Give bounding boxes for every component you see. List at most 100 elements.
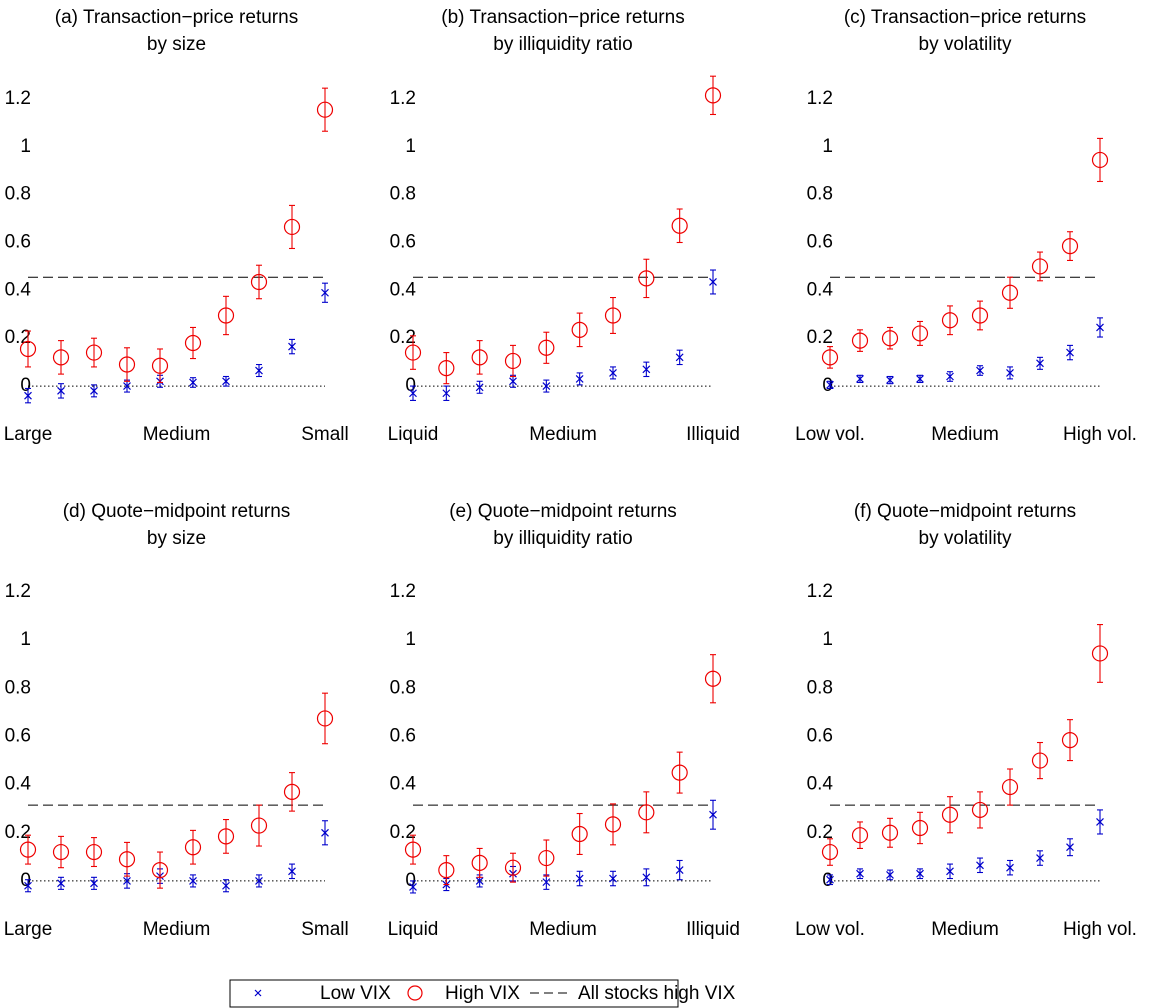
error-bar [322, 87, 328, 132]
chart-title: (c) Transaction−price returns [844, 7, 1086, 28]
marker-x [1096, 818, 1104, 826]
marker-x [976, 861, 984, 870]
y-tick-label: 0.4 [390, 279, 417, 300]
y-tick-label: 0.6 [390, 232, 416, 253]
y-tick-label: 0.6 [390, 726, 416, 747]
marker-circle [851, 332, 869, 349]
legend-marker-x [254, 989, 262, 997]
y-tick-label: 0.2 [807, 822, 833, 843]
error-bar [256, 264, 262, 300]
error-bar [322, 692, 328, 745]
marker-circle [504, 352, 522, 370]
marker-x [409, 389, 417, 398]
marker-circle [538, 339, 555, 356]
marker-circle [821, 843, 839, 861]
y-tick-label: 1.2 [390, 88, 416, 109]
marker-circle [851, 827, 869, 844]
marker-circle [1061, 732, 1079, 749]
marker-x [321, 828, 329, 837]
error-bar [947, 796, 953, 834]
y-tick-label: 1 [822, 136, 833, 157]
error-bar [1007, 768, 1013, 806]
marker-circle [283, 218, 301, 236]
x-tick-label: Low vol. [795, 919, 865, 940]
y-tick-label: 0 [822, 870, 833, 891]
x-tick-label: Large [4, 424, 53, 445]
marker-circle [1031, 258, 1049, 275]
x-tick-label: Medium [143, 919, 211, 940]
marker-circle [671, 764, 688, 781]
marker-x [916, 869, 924, 878]
error-bar [710, 654, 716, 704]
marker-circle [151, 357, 169, 374]
marker-x [189, 378, 197, 387]
marker-x [24, 881, 32, 890]
marker-circle [638, 270, 655, 287]
y-tick-label: 0 [20, 375, 31, 396]
y-tick-label: 1 [405, 629, 416, 650]
error-bar [410, 335, 416, 370]
y-tick-label: 0.4 [5, 774, 32, 795]
marker-x [675, 353, 684, 362]
chart-title: (a) Transaction−price returns [55, 7, 298, 28]
y-tick-label: 0.4 [5, 279, 32, 300]
x-tick-label: High vol. [1063, 424, 1137, 445]
marker-circle [316, 710, 334, 727]
chart-title: (f) Quote−midpoint returns [854, 501, 1076, 522]
y-tick-label: 1 [405, 136, 416, 157]
y-tick-label: 1 [822, 629, 833, 650]
marker-circle [571, 825, 588, 843]
x-tick-label: High vol. [1063, 919, 1137, 940]
error-bar [289, 204, 295, 250]
x-tick-label: Medium [143, 424, 211, 445]
marker-x [222, 377, 230, 386]
error-bar [124, 841, 130, 877]
y-tick-label: 0.6 [5, 232, 31, 253]
marker-x [946, 867, 954, 876]
marker-x [1066, 843, 1074, 852]
marker-x [542, 382, 551, 390]
marker-x [886, 376, 894, 385]
x-tick-label: Small [301, 919, 349, 940]
error-bar [1097, 624, 1103, 683]
marker-x [575, 374, 584, 383]
error-bar [917, 320, 923, 346]
marker-circle [404, 841, 422, 858]
error-bar [58, 340, 64, 375]
error-bar [543, 839, 550, 877]
y-tick-label: 0.6 [807, 726, 833, 747]
error-bar [917, 811, 923, 845]
x-tick-label: Large [4, 919, 53, 940]
marker-x [288, 342, 296, 351]
marker-x [609, 874, 617, 883]
marker-circle [151, 861, 169, 879]
chart-title: (e) Quote−midpoint returns [449, 501, 677, 522]
x-tick-label: Liquid [388, 424, 439, 445]
error-bar [476, 340, 483, 375]
marker-circle [471, 349, 488, 366]
marker-x [709, 810, 717, 819]
error-bar [977, 300, 983, 331]
marker-x [946, 372, 954, 381]
marker-circle [638, 804, 655, 821]
y-tick-label: 1.2 [807, 88, 833, 109]
error-bar [58, 835, 64, 869]
marker-x [856, 869, 864, 878]
error-bar [610, 296, 616, 334]
y-tick-label: 0 [822, 375, 833, 396]
marker-x [1036, 854, 1044, 862]
error-bar [476, 847, 483, 878]
marker-circle [19, 841, 37, 858]
legend-label: Low VIX [320, 983, 391, 1004]
y-tick-label: 1.2 [5, 581, 31, 602]
chart-title: by size [147, 528, 206, 549]
marker-circle [971, 307, 989, 324]
marker-x [916, 374, 924, 383]
error-bar [576, 312, 583, 348]
chart-title: by illiquidity ratio [493, 528, 632, 549]
marker-x [57, 386, 65, 395]
marker-x [475, 383, 484, 392]
error-bar [223, 818, 229, 854]
marker-circle [971, 801, 989, 819]
